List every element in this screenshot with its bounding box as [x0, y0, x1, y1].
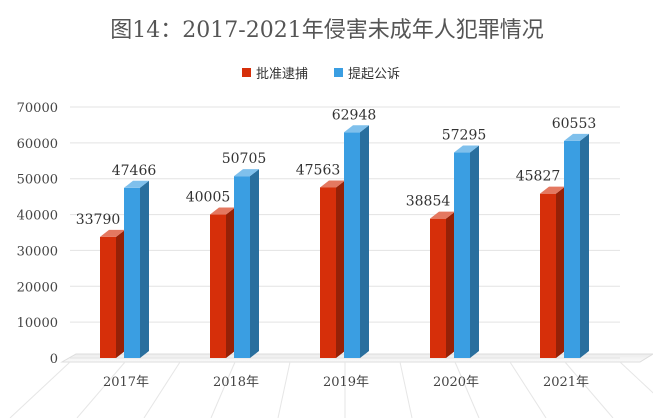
floor-line: [277, 361, 291, 418]
bar-top: [454, 145, 479, 153]
bar: [234, 169, 259, 358]
floor-line: [454, 361, 480, 418]
floor-line: [564, 361, 614, 418]
floor-line: [509, 361, 547, 418]
data-label: 38854: [406, 194, 451, 210]
bar: [210, 207, 235, 358]
floor-line: [399, 361, 413, 418]
bar-side: [360, 125, 369, 358]
bar: [124, 180, 149, 358]
data-label: 57295: [442, 128, 487, 144]
y-tick-label: 50000: [17, 173, 58, 188]
bar-top: [320, 180, 345, 188]
floor-line: [143, 361, 181, 418]
x-tick-label: 2019年: [323, 375, 369, 390]
legend-item: 批准逮捕: [242, 66, 308, 82]
data-label: 40005: [186, 190, 231, 206]
bar-top: [564, 133, 589, 141]
data-label: 47466: [112, 163, 157, 179]
legend-label: 提起公诉: [348, 66, 400, 82]
bar-front: [210, 214, 226, 358]
bar: [320, 180, 345, 358]
bar-front: [320, 187, 336, 358]
bar-side: [116, 229, 125, 358]
y-tick-label: 60000: [17, 137, 58, 152]
data-labels: 33790 47466 40005 50705 47563 62948 38854 57295…: [76, 107, 597, 228]
y-tick-label: 40000: [17, 209, 58, 224]
legend: 批准逮捕 提起公诉: [242, 66, 400, 82]
bar: [344, 125, 369, 358]
bar-top: [124, 180, 149, 188]
bar-top: [100, 229, 125, 237]
bar-side: [336, 180, 345, 358]
bar-side: [580, 133, 589, 358]
x-tick-label: 2021年: [543, 375, 589, 390]
bar-front: [454, 152, 470, 358]
bar: [540, 186, 565, 358]
y-tick-label: 70000: [17, 101, 58, 116]
x-tick-label: 2018年: [213, 375, 259, 390]
bar-side: [470, 145, 479, 358]
x-tick-label: 2017年: [103, 375, 149, 390]
bar-side: [556, 186, 565, 358]
y-tick-label: 20000: [17, 280, 58, 295]
x-tick-label: 2020年: [433, 375, 479, 390]
bar-side: [250, 169, 259, 358]
bar-front: [430, 218, 446, 358]
data-label: 60553: [552, 116, 597, 132]
y-tick-label: 10000: [17, 316, 58, 331]
y-tick-label: 0: [50, 352, 58, 367]
bar: [430, 211, 455, 358]
bar-front: [540, 193, 556, 358]
floor-line: [76, 361, 126, 418]
bar-top: [430, 211, 455, 219]
legend-label: 批准逮捕: [256, 66, 308, 82]
legend-swatch: [334, 68, 343, 77]
legend-swatch: [242, 68, 251, 77]
bar-front: [100, 236, 116, 358]
bar-side: [140, 180, 149, 358]
bar-top: [210, 207, 235, 215]
bar-top: [540, 186, 565, 194]
data-label: 45827: [516, 169, 561, 185]
bars: [100, 125, 589, 358]
bar-side: [446, 211, 455, 358]
floor-line: [619, 361, 653, 394]
data-label: 50705: [222, 151, 267, 167]
bar-front: [124, 187, 140, 358]
bar-top: [234, 169, 259, 177]
legend-item: 提起公诉: [334, 66, 400, 82]
bar-top: [344, 125, 369, 133]
bar: [564, 133, 589, 358]
chart-title: 图14：2017-2021年侵害未成年人犯罪情况: [110, 18, 543, 43]
data-label: 62948: [332, 107, 377, 123]
bar-front: [564, 140, 580, 358]
bar-front: [344, 132, 360, 358]
bar-side: [226, 207, 235, 358]
data-label: 47563: [296, 162, 341, 178]
bar-front: [234, 176, 250, 358]
floor-line: [210, 361, 236, 418]
bar: [454, 145, 479, 358]
data-label: 33790: [76, 212, 121, 228]
axes: 0 10000 20000 30000 40000 50000 60000 70000 2017…: [17, 101, 589, 390]
floor-line: [9, 361, 71, 418]
bar: [100, 229, 125, 358]
y-tick-label: 30000: [17, 244, 58, 259]
